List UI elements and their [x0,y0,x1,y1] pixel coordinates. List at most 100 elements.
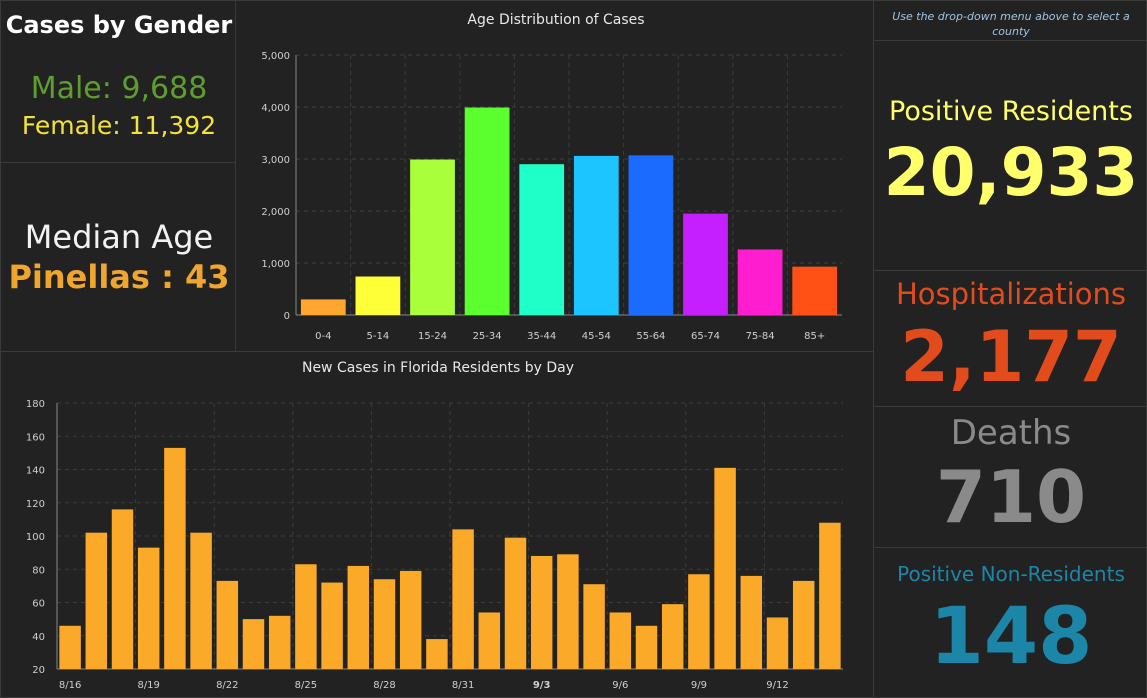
daily-y-tick-label: 100 [26,532,45,543]
age-bar [300,299,346,315]
deaths-label: Deaths [950,413,1072,453]
age-distribution-chart: Age Distribution of Cases 0 1,000 2,000 3,00… [261,12,842,342]
hospitalizations-panel: Hospitalizations 2,177 [873,270,1147,407]
daily-y-tick-label: 140 [26,466,45,477]
daily-bar [268,615,291,669]
daily-x-tick-label: 8/25 [295,680,317,691]
positive-residents-panel: Positive Residents 20,933 [873,40,1147,271]
deaths-panel: Deaths 710 [873,406,1147,548]
female-count: Female: 11,392 [21,111,217,140]
non-residents-label: Positive Non-Residents [897,562,1125,586]
age-y-tick-label: 0 [284,311,290,322]
age-y-tick-label: 2,000 [261,207,290,218]
hospitalizations-label: Hospitalizations [895,277,1127,311]
age-bar [683,213,728,315]
daily-y-tick-label: 160 [26,432,45,443]
positive-residents-value: 20,933 [883,134,1139,211]
age-y-tick-label: 5,000 [261,51,290,62]
daily-bar [819,522,841,669]
age-chart-title: Age Distribution of Cases [467,12,644,28]
daily-bar [452,529,474,669]
county-hint: Use the drop-down menu above to select a… [892,10,1130,38]
daily-y-tick-label: 80 [32,565,45,576]
daily-y-tick-label: 40 [32,632,45,643]
daily-bar [347,565,370,669]
age-bar [519,164,565,315]
age-y-tick-label: 3,000 [261,155,290,166]
daily-x-tick-label: 9/6 [612,680,628,691]
daily-y-tick-label: 120 [26,499,45,510]
daily-bar [426,639,448,669]
age-y-tick-label: 1,000 [261,259,290,270]
hospitalizations-value: 2,177 [900,316,1122,398]
age-x-tick-label: 85+ [804,331,825,342]
age-bar [737,249,783,315]
daily-bar [137,547,160,669]
daily-bar [164,447,186,669]
daily-chart-title: New Cases in Florida Residents by Day [302,360,574,376]
age-x-tick-label: 15-24 [418,331,447,342]
daily-x-tick-label: 8/22 [216,680,238,691]
daily-bar [111,509,134,669]
daily-bar [504,537,527,669]
daily-x-tick-label: 9/12 [766,680,788,691]
daily-bar [635,625,658,669]
age-bar [355,276,401,315]
daily-bar [688,574,710,669]
positive-residents-label: Positive Residents [889,96,1133,127]
daily-bar [321,582,343,669]
age-x-tick-label: 75-84 [746,331,775,342]
daily-bar [295,564,317,669]
daily-bar [85,532,108,669]
daily-x-tick-label: 8/28 [373,680,395,691]
daily-bar [714,467,736,669]
daily-bar [766,617,789,669]
daily-y-tick-label: 20 [32,665,45,676]
median-age-label: Median Age [24,218,214,256]
daily-bar [740,575,763,669]
daily-bar [399,570,422,669]
daily-bar [242,619,265,669]
daily-bar [557,554,579,669]
daily-x-tick-label: 8/19 [137,680,159,691]
age-x-tick-label: 25-34 [473,331,502,342]
non-residents-value: 148 [929,592,1093,682]
gender-panel: Cases by Gender Male: 9,688 Female: 11,3… [0,0,236,163]
daily-bar [530,555,553,669]
daily-bar [792,580,815,669]
deaths-value: 710 [935,455,1087,539]
daily-x-tick-label: 8/31 [452,680,474,691]
age-chart-panel: Age Distribution of Cases 0 1,000 2,000 3,00… [235,0,874,352]
age-x-tick-label: 5-14 [367,331,390,342]
daily-x-tick-label: 9/9 [691,680,707,691]
daily-bar [59,625,81,669]
daily-bar [583,584,605,669]
age-x-tick-label: 65-74 [691,331,720,342]
age-bar [464,107,510,316]
daily-bar [216,580,239,669]
age-bar [573,155,619,315]
daily-y-tick-label: 180 [26,399,45,410]
male-count: Male: 9,688 [30,71,208,106]
age-x-tick-label: 35-44 [527,331,556,342]
daily-chart-panel: New Cases in Florida Residents by Day 20 4… [0,351,874,698]
hint-panel: Use the drop-down menu above to select a… [873,0,1147,41]
daily-cases-chart: New Cases in Florida Residents by Day 20 4… [26,360,843,691]
daily-x-tick-label: 9/3 [533,680,551,691]
age-y-tick-label: 4,000 [261,103,290,114]
age-bar [410,159,455,315]
age-x-tick-label: 45-54 [582,331,611,342]
daily-x-tick-label: 8/16 [59,680,81,691]
median-age-panel: Median Age Pinellas : 43 [0,162,236,352]
daily-bar [190,532,212,669]
age-bar [628,155,674,315]
non-residents-panel: Positive Non-Residents 148 [873,547,1147,698]
daily-bar [373,579,396,669]
daily-y-tick-label: 60 [32,599,45,610]
daily-bar [478,612,501,669]
median-age-value: Pinellas : 43 [8,258,230,296]
age-x-tick-label: 0-4 [315,331,331,342]
daily-bar [661,604,684,669]
age-x-tick-label: 55-64 [636,331,665,342]
age-bar [792,266,838,315]
